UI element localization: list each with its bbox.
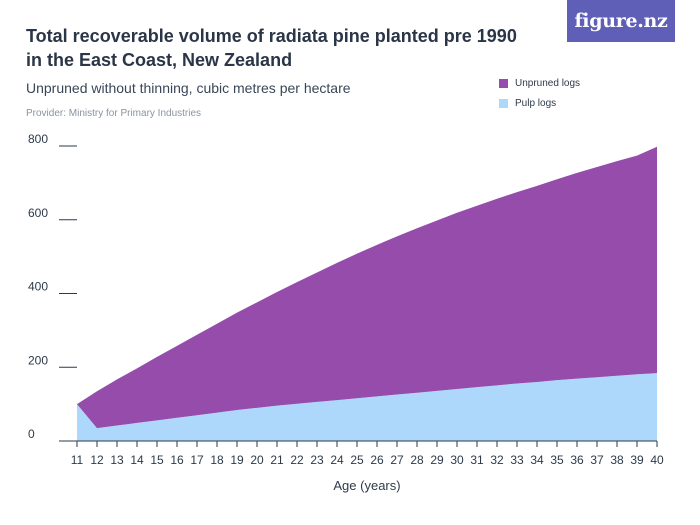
legend: Unpruned logs Pulp logs <box>499 74 580 114</box>
x-tick-label: 17 <box>190 453 204 467</box>
x-tick-label: 25 <box>350 453 364 467</box>
x-tick-label: 23 <box>310 453 324 467</box>
x-tick-label: 14 <box>130 453 144 467</box>
legend-label-unpruned: Unpruned logs <box>515 77 581 89</box>
legend-label-pulp: Pulp logs <box>515 97 557 109</box>
area-layers <box>77 146 657 441</box>
x-tick-label: 11 <box>71 453 84 467</box>
legend-swatch-unpruned <box>499 78 508 88</box>
legend-item-unpruned: Unpruned logs <box>499 74 580 92</box>
x-tick-label: 26 <box>370 453 384 467</box>
x-tick-label: 34 <box>530 453 544 467</box>
area-pulp-logs <box>77 373 657 441</box>
x-axis-title: Age (years) <box>333 478 400 493</box>
provider-note: Provider: Ministry for Primary Industrie… <box>26 108 202 119</box>
figure-nz-logo[interactable]: figure.nz <box>567 0 675 42</box>
y-axis: 0 200 400 600 800 <box>28 132 77 442</box>
x-tick-label: 38 <box>610 453 624 467</box>
x-tick-label: 29 <box>430 453 444 467</box>
x-axis: 11 12 13 14 15 16 17 18 19 20 21 22 23 24 25 26 27 28 29 30… <box>71 440 664 467</box>
x-tick-label: 36 <box>570 453 584 467</box>
x-tick-label: 21 <box>270 453 284 467</box>
y-tick-label: 0 <box>28 427 35 441</box>
x-tick-label: 32 <box>490 453 504 467</box>
x-tick-label: 20 <box>250 453 264 467</box>
y-tick-label: 800 <box>28 132 48 146</box>
x-tick-label: 37 <box>590 453 604 467</box>
y-tick-label: 400 <box>28 280 48 294</box>
chart-title: Total recoverable volume of radiata pine… <box>26 26 517 70</box>
x-tick-label: 24 <box>330 453 344 467</box>
x-tick-label: 12 <box>90 453 104 467</box>
y-tick-label: 600 <box>28 206 48 220</box>
x-tick-label: 13 <box>110 453 124 467</box>
x-tick-label: 18 <box>210 453 224 467</box>
x-tick-label: 39 <box>630 453 644 467</box>
x-tick-label: 16 <box>170 453 184 467</box>
chart-subtitle: Unpruned without thinning, cubic metres … <box>26 80 351 96</box>
area-unpruned-logs <box>77 146 657 429</box>
x-tick-label: 30 <box>450 453 464 467</box>
x-tick-label: 15 <box>150 453 164 467</box>
legend-item-pulp: Pulp logs <box>499 94 580 112</box>
x-tick-label: 28 <box>410 453 424 467</box>
x-tick-label: 31 <box>470 453 484 467</box>
x-tick-label: 22 <box>290 453 304 467</box>
x-tick-label: 40 <box>650 453 664 467</box>
x-tick-label: 35 <box>550 453 564 467</box>
x-tick-label: 19 <box>230 453 244 467</box>
x-tick-label: 33 <box>510 453 524 467</box>
legend-swatch-pulp <box>499 98 508 108</box>
x-tick-label: 27 <box>390 453 404 467</box>
y-tick-label: 200 <box>28 353 48 367</box>
